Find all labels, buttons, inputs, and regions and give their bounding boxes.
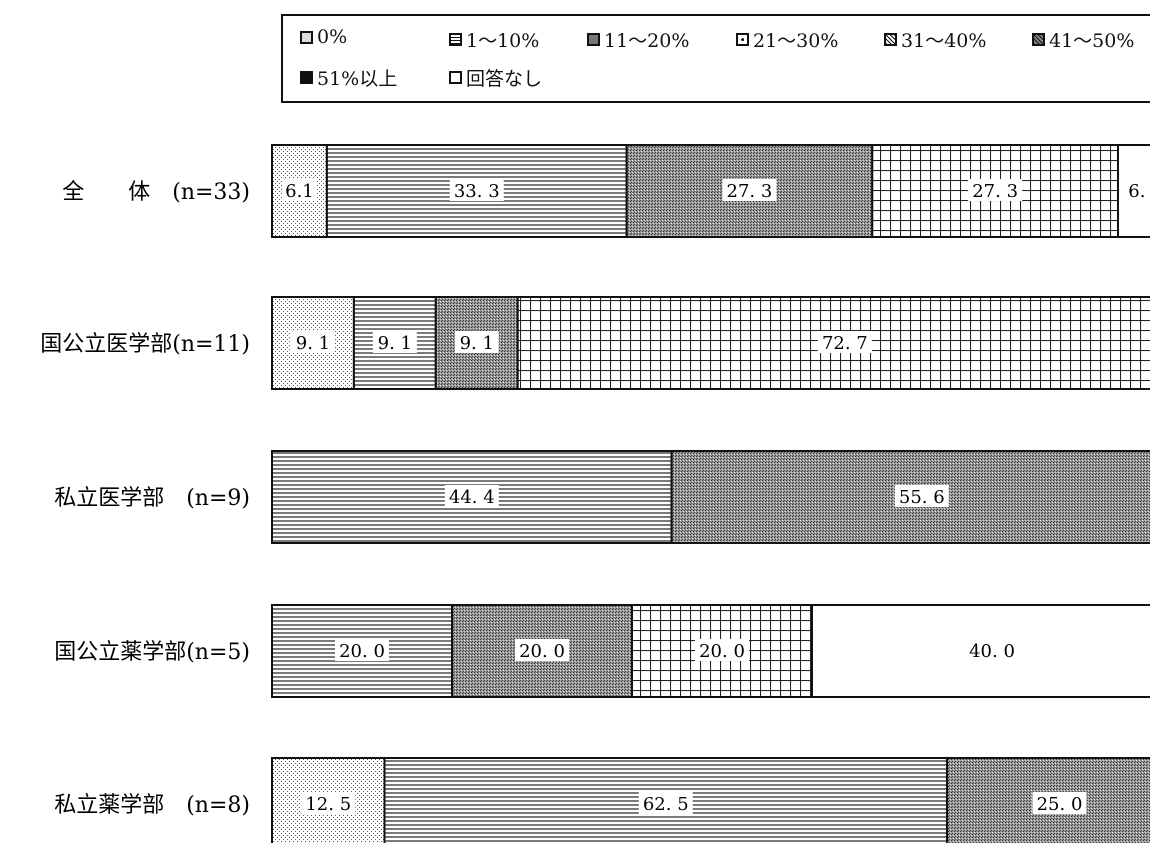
legend-item: 21～30%: [736, 26, 838, 53]
legend-label: 1～10%: [466, 30, 540, 52]
data-label: 9. 1: [460, 333, 494, 354]
data-label-bg: [454, 331, 499, 353]
data-label-bg: [335, 639, 389, 661]
legend-swatch: [736, 33, 749, 46]
legend-item: 41～50%: [1032, 26, 1134, 53]
legend-item: 1～10%: [449, 26, 539, 53]
legend-swatch: [300, 30, 313, 44]
data-label-bg: [638, 792, 693, 814]
legend-label: 41～50%: [1049, 30, 1135, 52]
data-label-bg: [515, 639, 569, 661]
data-label: 20. 0: [699, 641, 745, 662]
data-label: 20. 0: [339, 641, 385, 662]
data-label: 27. 3: [972, 181, 1018, 202]
legend-label: 0%: [317, 26, 348, 48]
data-label-bg: [722, 179, 777, 201]
bar-segment: [811, 604, 1150, 698]
data-label-bg: [282, 179, 317, 201]
legend-label: 31～40%: [901, 30, 987, 52]
legend-item: 31～40%: [884, 26, 986, 53]
data-label: 6. 1: [1128, 181, 1150, 202]
data-label-bg: [301, 792, 356, 814]
legend-label: 21～30%: [753, 30, 839, 52]
category-label: 全 体 (n=33): [62, 180, 250, 205]
legend-swatch: [1032, 33, 1045, 46]
data-label: 6.1: [285, 181, 314, 202]
legend-item: 51%以上: [300, 64, 397, 91]
data-label-bg: [372, 331, 417, 353]
data-label: 12. 5: [305, 794, 351, 815]
legend-swatch: [449, 33, 462, 46]
data-label: 44. 4: [449, 487, 495, 508]
data-label: 40. 0: [969, 641, 1015, 662]
legend: 0% 1～10% 11～20% 21～30% 31～40% 41～50% 51%以上 回答なし: [281, 14, 1150, 103]
data-label: 33. 3: [454, 181, 500, 202]
data-label-bg: [290, 331, 335, 353]
data-label-bg: [695, 639, 749, 661]
data-label-bg: [894, 485, 949, 507]
data-label: 9. 1: [378, 333, 412, 354]
data-label: 27. 3: [727, 181, 773, 202]
data-label: 9. 1: [296, 333, 330, 354]
category-label: 国公立医学部(n=11): [40, 332, 250, 357]
data-label: 72. 7: [822, 333, 868, 354]
legend-swatch: [300, 71, 313, 84]
legend-swatch: [884, 33, 897, 46]
legend-swatch: [587, 33, 600, 46]
data-label-bg: [968, 179, 1023, 201]
legend-item: 11～20%: [587, 26, 689, 53]
category-label: 私立薬学部 (n=8): [54, 793, 250, 818]
category-label: 私立医学部 (n=9): [54, 486, 250, 511]
data-label-bg: [1032, 792, 1087, 814]
legend-item: 0%: [300, 26, 347, 48]
data-label: 20. 0: [519, 641, 565, 662]
legend-label: 51%以上: [317, 68, 398, 90]
legend-label: 11～20%: [604, 30, 690, 52]
bar-segment: [1117, 144, 1150, 238]
data-label: 55. 6: [899, 487, 945, 508]
data-label-bg: [817, 331, 872, 353]
data-label-bg: [449, 179, 504, 201]
legend-item: 回答なし: [449, 64, 542, 91]
data-label: 62. 5: [643, 794, 689, 815]
category-label: 国公立薬学部(n=5): [54, 640, 250, 665]
legend-label: 回答なし: [466, 68, 543, 90]
data-label-bg: [444, 485, 499, 507]
legend-swatch: [449, 71, 462, 84]
data-label: 25. 0: [1037, 794, 1083, 815]
